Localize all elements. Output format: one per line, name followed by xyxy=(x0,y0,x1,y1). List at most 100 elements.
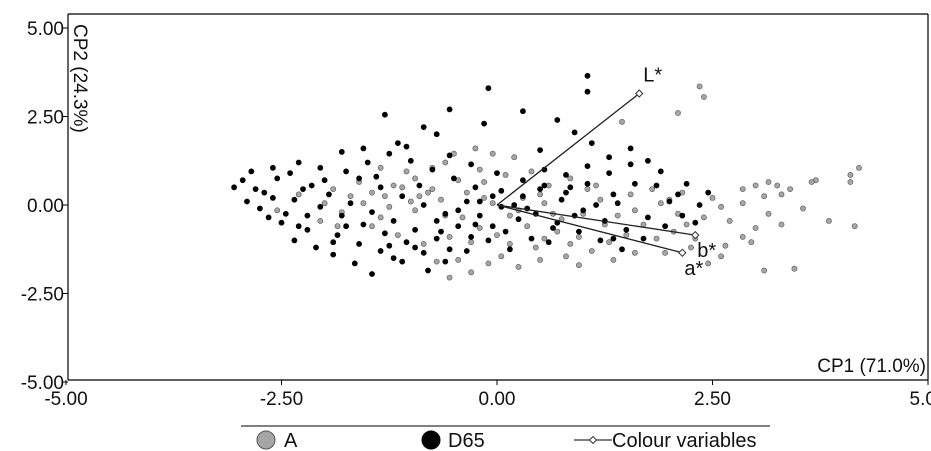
point-d65 xyxy=(472,184,479,191)
point-d65 xyxy=(653,182,660,189)
point-a xyxy=(489,150,496,157)
point-a xyxy=(433,258,440,265)
vector-end-diamond xyxy=(678,248,687,257)
point-a xyxy=(511,154,518,161)
point-a xyxy=(369,189,375,196)
point-d65 xyxy=(295,223,302,230)
point-d65 xyxy=(381,111,388,118)
point-d65 xyxy=(558,196,565,203)
point-a xyxy=(765,210,772,217)
point-a xyxy=(506,212,513,219)
point-a xyxy=(528,168,535,175)
point-d65 xyxy=(545,239,552,246)
point-d65 xyxy=(282,210,289,217)
point-a xyxy=(446,233,453,240)
point-d65 xyxy=(364,159,371,166)
point-d65 xyxy=(683,180,690,187)
point-d65 xyxy=(657,168,664,175)
legend-label-colour-variables: Colour variables xyxy=(612,430,757,451)
point-d65 xyxy=(295,159,302,166)
point-d65 xyxy=(502,228,509,235)
y-tick-label: 0.00 xyxy=(27,196,64,217)
point-a xyxy=(632,249,638,256)
point-d65 xyxy=(407,157,414,164)
point-d65 xyxy=(563,189,569,196)
point-a xyxy=(399,184,406,191)
point-d65 xyxy=(403,143,410,150)
point-a xyxy=(614,212,621,219)
point-d65 xyxy=(455,223,462,230)
point-d65 xyxy=(537,186,543,192)
point-a xyxy=(468,239,474,246)
point-a xyxy=(688,244,694,251)
point-a xyxy=(425,189,431,196)
point-a xyxy=(808,179,815,185)
point-d65 xyxy=(261,189,268,196)
point-d65 xyxy=(360,221,367,228)
point-d65 xyxy=(394,140,401,146)
point-d65 xyxy=(610,235,617,242)
point-a xyxy=(386,203,393,210)
point-a xyxy=(701,94,707,100)
point-d65 xyxy=(580,207,587,214)
axes: -5.00 -2.50 0.00 2.50 5.00 5.00 2.50 0.00 -2.50 -… xyxy=(21,19,931,410)
point-a xyxy=(761,193,768,200)
point-a xyxy=(347,193,354,200)
point-d65 xyxy=(425,267,431,274)
point-a xyxy=(765,179,772,185)
point-d65 xyxy=(231,184,237,191)
point-d65 xyxy=(304,212,311,219)
point-a xyxy=(455,256,462,263)
point-a xyxy=(588,248,595,254)
point-d65 xyxy=(584,163,591,169)
point-a xyxy=(317,217,324,224)
legend-marker-d65 xyxy=(421,430,441,450)
point-a xyxy=(498,253,505,260)
point-d65 xyxy=(278,219,285,226)
point-a xyxy=(381,193,388,200)
point-d65 xyxy=(450,175,457,182)
point-d65 xyxy=(576,228,582,235)
point-d65 xyxy=(610,191,617,198)
vector-line xyxy=(496,204,683,254)
point-a xyxy=(463,189,470,196)
point-d65 xyxy=(705,189,712,196)
point-a xyxy=(377,214,384,221)
point-a xyxy=(472,145,479,152)
point-d65 xyxy=(308,182,315,189)
point-d65 xyxy=(356,240,362,247)
point-a xyxy=(657,200,664,207)
point-a xyxy=(705,260,712,267)
point-a xyxy=(726,217,733,224)
point-d65 xyxy=(269,164,276,171)
point-d65 xyxy=(369,209,375,215)
point-d65 xyxy=(351,260,358,267)
legend-label-d65: D65 xyxy=(448,430,485,451)
point-a xyxy=(774,182,781,189)
point-d65 xyxy=(347,200,354,207)
point-a xyxy=(662,249,668,256)
point-a xyxy=(610,256,617,263)
point-d65 xyxy=(446,152,453,159)
point-d65 xyxy=(472,221,479,228)
point-d65 xyxy=(338,148,345,155)
point-d65 xyxy=(252,186,259,192)
point-d65 xyxy=(584,180,591,187)
point-d65 xyxy=(321,177,328,184)
point-a xyxy=(563,253,569,260)
point-d65 xyxy=(287,170,293,176)
point-a xyxy=(438,196,444,203)
point-a xyxy=(369,223,375,230)
point-d65 xyxy=(325,191,332,198)
point-d65 xyxy=(506,246,513,253)
point-d65 xyxy=(269,194,276,201)
point-d65 xyxy=(446,106,453,113)
point-d65 xyxy=(390,217,397,224)
point-d65 xyxy=(537,147,543,153)
point-a xyxy=(847,179,854,185)
point-d65 xyxy=(645,157,651,164)
point-d65 xyxy=(239,177,246,184)
point-a xyxy=(567,175,574,182)
point-d65 xyxy=(386,242,393,249)
point-d65 xyxy=(481,120,487,127)
